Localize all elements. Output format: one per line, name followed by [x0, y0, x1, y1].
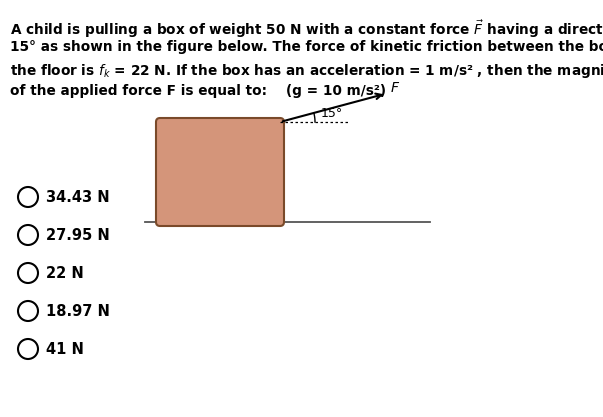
- Text: of the applied force F is equal to:    (g = 10 m/s²): of the applied force F is equal to: (g =…: [10, 84, 386, 98]
- Text: 41 N: 41 N: [46, 342, 84, 357]
- Text: F: F: [390, 80, 398, 95]
- Text: 15°: 15°: [321, 107, 343, 120]
- Text: 18.97 N: 18.97 N: [46, 304, 110, 319]
- Text: 34.43 N: 34.43 N: [46, 189, 110, 204]
- Text: the floor is $f_k$ = 22 N. If the box has an acceleration = 1 m/s² , then the ma: the floor is $f_k$ = 22 N. If the box ha…: [10, 62, 603, 80]
- Text: 15° as shown in the figure below. The force of kinetic friction between the box : 15° as shown in the figure below. The fo…: [10, 40, 603, 54]
- FancyBboxPatch shape: [156, 118, 284, 226]
- Text: 22 N: 22 N: [46, 266, 84, 281]
- Text: 27.95 N: 27.95 N: [46, 228, 110, 243]
- Text: A child is pulling a box of weight 50 N with a constant force $\vec{F}$ having a: A child is pulling a box of weight 50 N …: [10, 18, 603, 40]
